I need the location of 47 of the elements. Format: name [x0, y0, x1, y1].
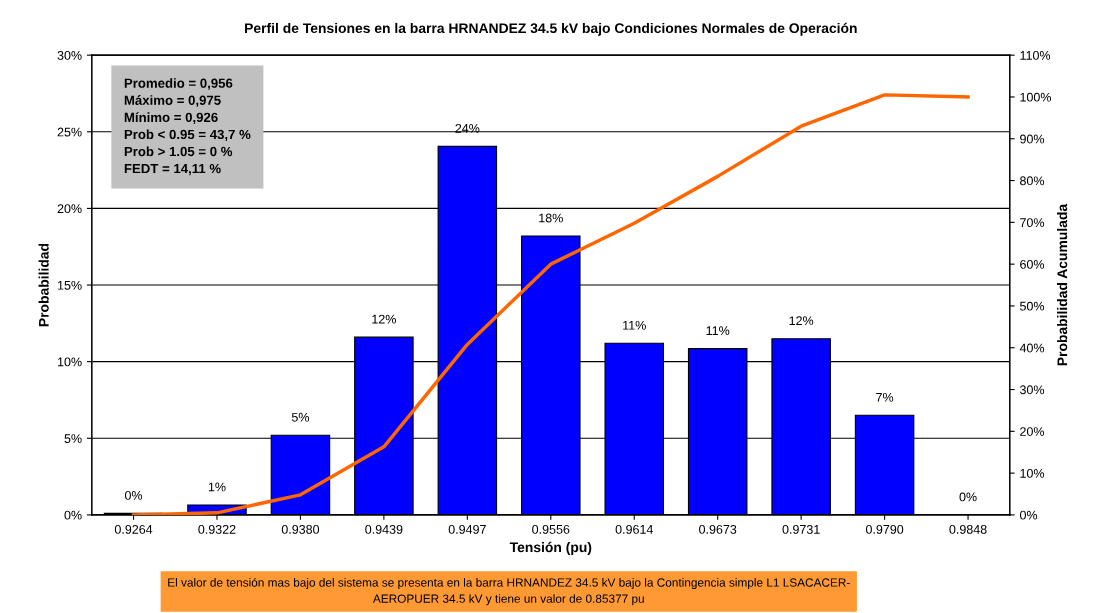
y-tick-label: 20% — [57, 204, 82, 214]
x-tick-label: 0.9790 — [865, 524, 904, 534]
data-label: 0% — [124, 490, 143, 500]
x-tick-label: 0.9556 — [532, 524, 570, 534]
y-tick-label: 25% — [57, 127, 82, 137]
y2-axis-title: Probabilidad Acumulada — [1057, 203, 1068, 366]
x-tick-label: 0.9497 — [448, 524, 486, 534]
y2-tick-label: 90% — [1020, 134, 1045, 144]
chart-title: Perfil de Tensiones en la barra HRNANDEZ 34.5 kV bajo Condiciones Normales de Operación — [245, 22, 857, 36]
y-tick-label: 10% — [58, 357, 82, 367]
y-tick-label: 15% — [58, 280, 82, 290]
x-tick-label: 0.9380 — [281, 524, 320, 534]
y2-tick-label: 80% — [1020, 176, 1045, 186]
y2-tick-label: 40% — [1019, 343, 1045, 353]
y2-tick-label: 110% — [1020, 50, 1051, 60]
data-label: 12% — [372, 314, 396, 324]
annotation: Promedio = 0,956 Máximo = 0,975 Mínimo = 0,926 Prob < 0.95 = 43,7 % Prob > 1.05 = 0 % FEDT = 14,11 % — [124, 78, 251, 176]
y2-tick-label: 10% — [1020, 468, 1045, 478]
y-axis-title: Probabilidad — [38, 243, 49, 327]
y-tick-label: 30% — [57, 50, 82, 60]
x-tick-label: 0.9614 — [615, 524, 653, 534]
x-tick-label: 0.9264 — [114, 524, 153, 534]
y2-tick-label: 50% — [1020, 301, 1045, 311]
text: El valor de tensión mas bajo del sistema se presenta en la barra HRNANDEZ 34.5 kV bajo la Contingencia simple L1 LSACACER- AEROPUER 34.5 kV y tiene un valor de 0.85377 pu — [168, 577, 850, 606]
data-label: 11% — [623, 320, 646, 330]
data-label: 11% — [706, 326, 730, 336]
x-tick-label: 0.9731 — [782, 524, 820, 534]
data-label: 5% — [291, 412, 310, 422]
x-tick-label: 0.9848 — [949, 524, 987, 534]
x-axis-title: Tensión (pu) — [509, 541, 592, 555]
y2-tick-label: 60% — [1020, 259, 1045, 269]
x-tick-label: 0.9322 — [198, 524, 236, 534]
y2-tick-label: 70% — [1020, 218, 1045, 227]
y2-tick-label: 30% — [1019, 385, 1045, 395]
y2-tick-label: 20% — [1020, 427, 1045, 436]
y-tick-label: 0% — [64, 510, 82, 520]
y2-tick-label: 100% — [1020, 92, 1052, 102]
data-label: 7% — [876, 392, 894, 402]
data-label: 0% — [959, 492, 977, 502]
data-label: 12% — [789, 316, 814, 326]
x-tick-label: 0.9673 — [699, 524, 737, 534]
x-tick-label: 0.9439 — [365, 524, 403, 534]
data-label: 1% — [208, 482, 226, 492]
y-tick-label: 5% — [64, 434, 82, 443]
data-label: 18% — [539, 213, 563, 223]
data-label: 24% — [455, 123, 480, 133]
y2-tick-label: 0% — [1019, 510, 1038, 520]
